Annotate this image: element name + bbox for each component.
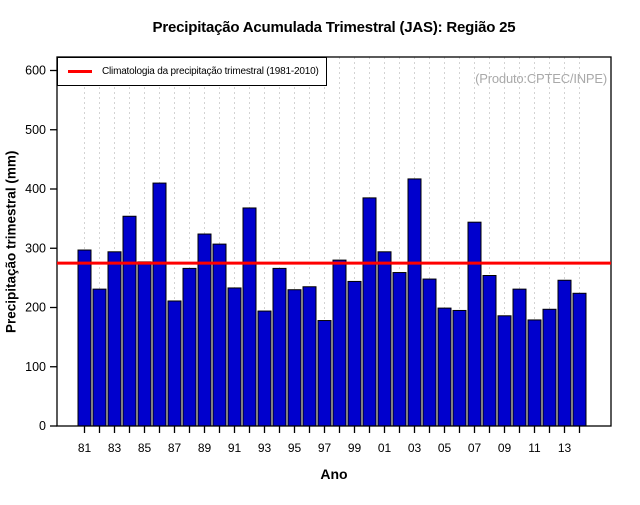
x-tick-label-2007: 07 [468, 441, 482, 455]
bar-2005 [437, 307, 452, 427]
bar-1996 [302, 286, 317, 427]
bar-2002 [392, 272, 407, 427]
bar-2011 [527, 319, 542, 427]
x-tick-label-1987: 87 [168, 441, 182, 455]
x-tick-label-2013: 13 [558, 441, 572, 455]
x-tick-label-1999: 99 [348, 441, 362, 455]
x-tick-label-1997: 97 [318, 441, 332, 455]
bar-2013 [557, 279, 572, 427]
legend-label: Climatologia da precipitação trimestral … [102, 66, 319, 77]
bar-2009 [497, 315, 512, 427]
x-tick-label-1993: 93 [258, 441, 272, 455]
bar-1981 [77, 249, 92, 427]
x-axis-label: Ano [320, 466, 348, 482]
bar-2000 [362, 197, 377, 427]
bar-2007 [467, 221, 482, 427]
y-tick-label-400: 400 [25, 182, 46, 196]
y-tick-label-0: 0 [39, 419, 46, 433]
y-axis-label: Precipitação trimestral (mm) [3, 150, 19, 333]
bar-1988 [182, 267, 197, 427]
bar-2006 [452, 309, 467, 427]
bar-2014 [572, 292, 587, 427]
bar-1986 [152, 182, 167, 427]
bar-1984 [122, 215, 137, 427]
bar-1990 [212, 243, 227, 427]
x-tick-label-1991: 91 [228, 441, 242, 455]
x-tick-label-1983: 83 [108, 441, 122, 455]
bar-2012 [542, 308, 557, 427]
bar-1994 [272, 267, 287, 427]
plot-border [56, 56, 612, 427]
bar-2010 [512, 288, 527, 427]
x-tick-label-1989: 89 [198, 441, 212, 455]
producer-watermark: (Produto:CPTEC/INPE) [475, 71, 607, 86]
y-tick-label-500: 500 [25, 123, 46, 137]
x-tick-label-2003: 03 [408, 441, 422, 455]
bar-1983 [107, 251, 122, 427]
bar-2003 [407, 178, 422, 427]
bar-1982 [92, 288, 107, 427]
y-tick-label-600: 600 [25, 64, 46, 78]
x-tick-label-2009: 09 [498, 441, 512, 455]
x-tick-label-1981: 81 [78, 441, 92, 455]
x-tick-label-2001: 01 [378, 441, 392, 455]
x-tick-label-1995: 95 [288, 441, 302, 455]
y-tick-label-300: 300 [25, 241, 46, 255]
chart-title: Precipitação Acumulada Trimestral (JAS):… [152, 19, 516, 36]
x-tick-label-2005: 05 [438, 441, 452, 455]
bar-2001 [377, 251, 392, 427]
climatology-line-swatch [68, 70, 92, 73]
bar-1993 [257, 310, 272, 427]
bar-2004 [422, 278, 437, 427]
y-tick-label-100: 100 [25, 360, 46, 374]
bar-1995 [287, 289, 302, 427]
x-tick-label-1985: 85 [138, 441, 152, 455]
legend: Climatologia da precipitação trimestral … [57, 57, 327, 86]
bar-1985 [137, 261, 152, 427]
bar-1999 [347, 280, 362, 427]
bar-1997 [317, 320, 332, 427]
bar-1991 [227, 287, 242, 427]
y-tick-label-200: 200 [25, 301, 46, 315]
bar-1998 [332, 259, 347, 427]
x-tick-label-2011: 11 [528, 441, 541, 455]
bar-2008 [482, 275, 497, 427]
bar-1987 [167, 300, 182, 427]
bar-1992 [242, 207, 257, 427]
